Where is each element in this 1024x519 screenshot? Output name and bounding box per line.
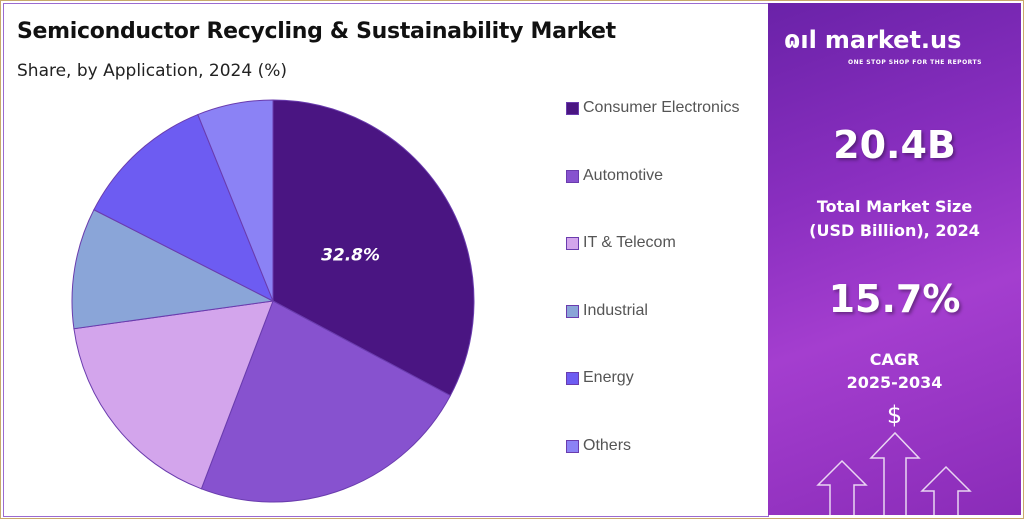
data-label: 32.8% bbox=[321, 245, 380, 265]
summary-panel: ɷıl market.us ONE STOP SHOP FOR THE REPO… bbox=[768, 3, 1021, 515]
brand-logo: ɷıl market.us bbox=[784, 25, 961, 55]
pie-slice-others bbox=[197, 99, 274, 302]
pie-chart: 32.8% bbox=[71, 99, 475, 503]
legend-item: Automotive bbox=[566, 166, 740, 234]
tagline: ONE STOP SHOP FOR THE REPORTS bbox=[848, 59, 982, 66]
cagr-value: 15.7% bbox=[828, 277, 961, 321]
legend-item: Industrial bbox=[566, 301, 740, 369]
legend-swatch bbox=[566, 304, 579, 318]
legend-label: Energy bbox=[583, 369, 634, 386]
legend-label: Automotive bbox=[583, 166, 664, 184]
growth-arrows-icon bbox=[816, 431, 972, 515]
legend-swatch bbox=[566, 102, 579, 115]
pie-slice-consumer-electronics bbox=[272, 99, 475, 397]
legend-item: Energy bbox=[566, 368, 740, 436]
market-size-label-1: Total Market Size bbox=[816, 197, 973, 216]
chart-title: Semiconductor Recycling & Sustainability… bbox=[17, 19, 616, 44]
legend-swatch bbox=[566, 439, 579, 453]
legend-item: Consumer Electronics bbox=[566, 98, 740, 166]
pie-slice-industrial bbox=[71, 209, 275, 330]
legend: Consumer Electronics Automotive IT & Telec… bbox=[566, 98, 740, 503]
pie-slice-energy bbox=[93, 113, 274, 303]
legend-label: Others bbox=[583, 436, 632, 454]
legend-swatch bbox=[566, 237, 579, 250]
market-size-value: 20.4B bbox=[833, 123, 956, 167]
legend-item: IT & Telecom bbox=[566, 233, 740, 301]
legend-swatch bbox=[566, 372, 579, 385]
cagr-label-2: 2025-2034 bbox=[846, 373, 943, 392]
legend-item: Others bbox=[566, 436, 740, 504]
chart-panel: Semiconductor Recycling & Sustainability… bbox=[3, 3, 769, 517]
chart-subtitle: Share, by Application, 2024 (%) bbox=[17, 61, 287, 81]
legend-label: Consumer Electronics bbox=[583, 99, 740, 116]
legend-swatch bbox=[566, 169, 579, 183]
pie-slice-automotive bbox=[200, 300, 452, 503]
legend-label: IT & Telecom bbox=[583, 234, 676, 251]
cagr-label-1: CAGR bbox=[869, 350, 920, 369]
legend-label: Industrial bbox=[583, 301, 648, 319]
brand-name: market.us bbox=[824, 26, 962, 54]
logo-icon: ɷıl bbox=[784, 26, 817, 54]
market-size-label-2: (USD Billion), 2024 bbox=[809, 221, 980, 240]
dollar-icon: $ bbox=[886, 401, 903, 429]
pie-slice-it-telecom bbox=[73, 300, 274, 490]
